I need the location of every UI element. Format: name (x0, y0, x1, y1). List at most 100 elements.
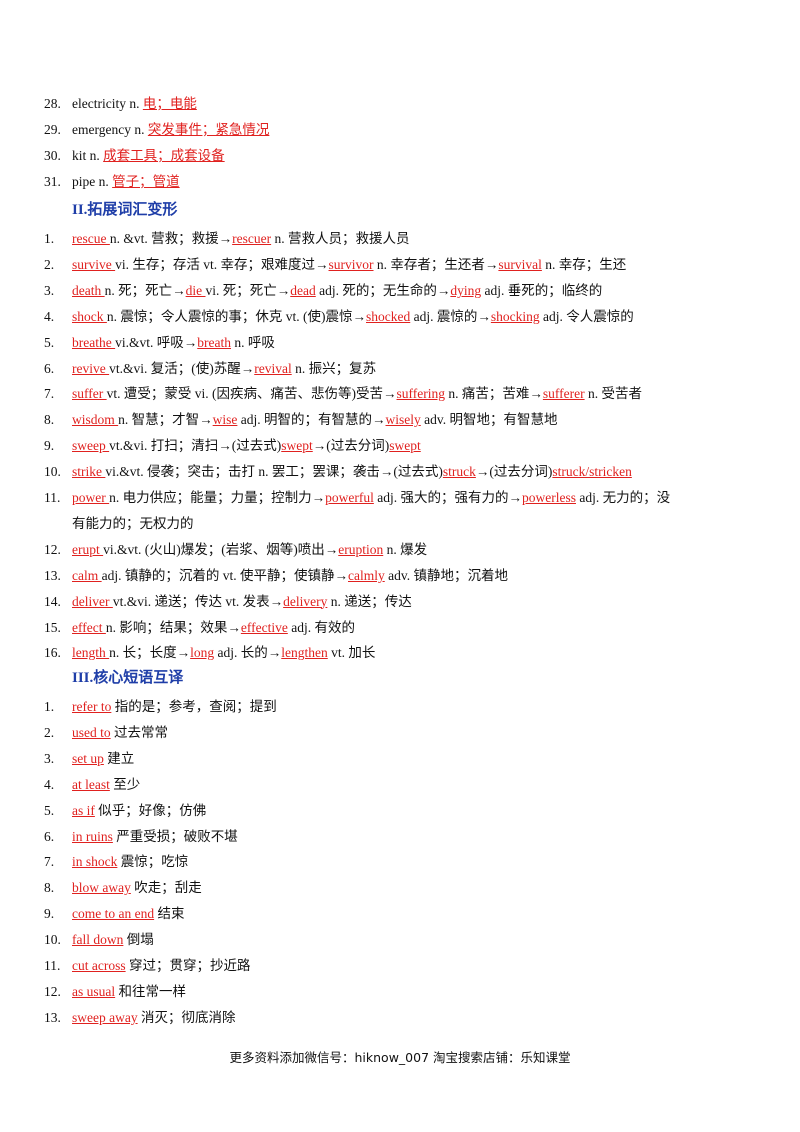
answer-text: refer to (72, 699, 112, 714)
item-number: 4. (44, 776, 55, 792)
item-number: 6. (44, 828, 55, 844)
list-item: 1. refer to 指的是；参考，查阅；提到 (0, 696, 800, 718)
answer-text: 管子；管道 (112, 174, 180, 189)
list-item: 13. calm adj. 镇静的；沉着的 vt. 使平静；使镇静→calmly … (0, 565, 800, 587)
answer-text: erupt (72, 541, 104, 557)
list-item: 有能力的；无权力的 (0, 513, 800, 535)
item-text-segment: adj. 震惊的→ (410, 308, 491, 324)
item-text-segment: n. 震惊；令人震惊的事；休克 vt. (使)震惊→ (106, 308, 366, 324)
item-text: blow away 吹走；刮走 (72, 877, 760, 899)
item-number: 12. (44, 983, 61, 999)
item-text-segment: 有能力的；无权力的 (72, 515, 194, 531)
section-heading-phrases: III.核心短语互译 (72, 670, 184, 686)
answer-text: set up (72, 750, 104, 766)
answer-text: lengthen (281, 645, 328, 661)
item-text: revive vt.&vi. 复活；(使)苏醒→revival n. 振兴；复苏 (72, 358, 760, 380)
item-number: 28. (44, 96, 61, 111)
item-text-segment: 消灭；彻底消除 (137, 1009, 236, 1025)
list-item: 6. revive vt.&vi. 复活；(使)苏醒→revival n. 振兴；… (0, 358, 800, 380)
item-text-segment: adv. 镇静地；沉着地 (384, 567, 508, 583)
item-text: shock n. 震惊；令人震惊的事；休克 vt. (使)震惊→shocked … (72, 306, 760, 328)
item-text: breathe vi.&vt. 呼吸→breath n. 呼吸 (72, 332, 760, 354)
list-item: 7. in shock 震惊；吃惊 (0, 851, 800, 873)
answer-text: used to (72, 724, 111, 740)
item-text-segment: vt.&vi. 递送；传达 vt. 发表→ (112, 593, 284, 609)
item-text-segment: n. 幸存；生还 (541, 256, 627, 272)
answer-text: shock (72, 308, 107, 324)
list-item: 11. power n. 电力供应；能量；力量；控制力→powerful adj.… (0, 487, 800, 509)
item-text: wisdom n. 智慧；才智→wise adj. 明智的；有智慧的→wisel… (72, 409, 760, 431)
item-text: as usual 和往常一样 (72, 981, 760, 1003)
footer-note: 更多资料添加微信号：hiknow_007 淘宝搜索店铺：乐知课堂 (229, 1050, 571, 1065)
item-text: refer to 指的是；参考，查阅；提到 (72, 696, 760, 718)
item-text-segment: n. 爆发 (383, 541, 428, 557)
item-text-segment: vi. 生存；存活 vt. 幸存；艰难度过→ (115, 256, 329, 272)
item-text-segment: adj. 长的→ (214, 645, 282, 661)
answer-text: powerful (325, 490, 374, 505)
list-item: 12. as usual 和往常一样 (0, 981, 800, 1003)
item-text: 有能力的；无权力的 (72, 513, 760, 535)
item-text-segment: 震惊；吃惊 (117, 854, 189, 870)
item-text-segment: adv. 明智地；有智慧地 (420, 412, 558, 428)
item-text-segment: n. 营救人员；救援人员 (271, 231, 410, 246)
item-text-segment: adj. 有效的 (287, 619, 355, 635)
list-item: 10. fall down 倒塌 (0, 929, 800, 951)
item-text-segment: adj. 强大的；强有力的→ (373, 490, 522, 505)
item-number: 12. (44, 541, 61, 557)
item-text-segment: pipe n. (72, 174, 113, 189)
answer-text: suffer (72, 386, 107, 402)
item-text-segment: 结束 (154, 906, 185, 922)
item-number: 7. (44, 854, 55, 870)
item-text: erupt vi.&vt. (火山)爆发；(岩浆、烟等)喷出→eruption … (72, 539, 760, 561)
list-item: 2. survive vi. 生存；存活 vt. 幸存；艰难度过→survivor… (0, 254, 800, 276)
answer-text: length (72, 645, 110, 661)
item-text-segment: n. 呼吸 (230, 334, 275, 350)
item-number: 5. (44, 802, 55, 818)
answer-text: sweep away (72, 1009, 138, 1025)
item-number: 14. (44, 593, 61, 609)
item-number: 1. (44, 231, 55, 246)
item-number: 2. (44, 256, 55, 272)
item-text: strike vi.&vt. 侵袭；突击；击打 n. 罢工；罢课；袭击→(过去式… (72, 461, 760, 483)
list-item: 15. effect n. 影响；结果；效果→effective adj. 有效的 (0, 617, 800, 639)
item-text: as if 似乎；好像；仿佛 (72, 800, 760, 822)
item-text-segment: 指的是；参考，查阅；提到 (111, 699, 277, 714)
item-text-segment: 至少 (109, 776, 141, 792)
answer-text: as usual (72, 983, 116, 999)
answer-text: 突发事件；紧急情况 (147, 122, 270, 137)
answer-text: calmly (348, 567, 385, 583)
list-item: 8. wisdom n. 智慧；才智→wise adj. 明智的；有智慧的→wis… (0, 409, 800, 431)
item-text-segment: n. 电力供应；能量；力量；控制力→ (109, 490, 326, 505)
list-item: 4. at least 至少 (0, 774, 800, 796)
item-number: 11. (44, 958, 61, 973)
item-number: 29. (44, 122, 61, 137)
answer-text: wisdom (72, 412, 119, 428)
answer-text: survival (498, 256, 542, 272)
list-item: 13. sweep away 消灭；彻底消除 (0, 1007, 800, 1029)
list-item: 3. death n. 死；死亡→die vi. 死；死亡→dead adj. 死… (0, 280, 800, 302)
answer-text: as if (72, 802, 95, 818)
answer-text: struck/stricken (552, 464, 632, 480)
item-text-segment: →(过去分词) (312, 438, 390, 454)
item-text-segment: vi.&vt. 呼吸→ (115, 334, 198, 350)
item-number: 13. (44, 1009, 61, 1025)
item-text-segment: adj. 令人震惊的 (539, 308, 634, 324)
list-item: 5. as if 似乎；好像；仿佛 (0, 800, 800, 822)
list-item: 14. deliver vt.&vi. 递送；传达 vt. 发表→delivery… (0, 591, 800, 613)
item-text-segment: n. 递送；传达 (327, 593, 412, 609)
item-text: fall down 倒塌 (72, 929, 760, 951)
list-item: 8. blow away 吹走；刮走 (0, 877, 800, 899)
item-text: at least 至少 (72, 774, 760, 796)
answer-text: sufferer (542, 386, 585, 402)
item-number: 16. (44, 645, 61, 661)
item-number: 8. (44, 880, 55, 896)
item-text-segment: adj. 无力的；没 (575, 490, 671, 505)
item-text-segment: vt. 加长 (327, 645, 376, 661)
list-item: 28. electricity n. 电；电能 (0, 93, 800, 115)
item-text: set up 建立 (72, 748, 760, 770)
item-text-segment: →(过去分词) (475, 464, 553, 480)
answer-text: swept (281, 438, 313, 454)
item-text-segment: n. &vt. 营救；救援→ (109, 231, 233, 246)
item-text-segment: 和往常一样 (115, 983, 187, 999)
list-item: 31. pipe n. 管子；管道 (0, 171, 800, 193)
